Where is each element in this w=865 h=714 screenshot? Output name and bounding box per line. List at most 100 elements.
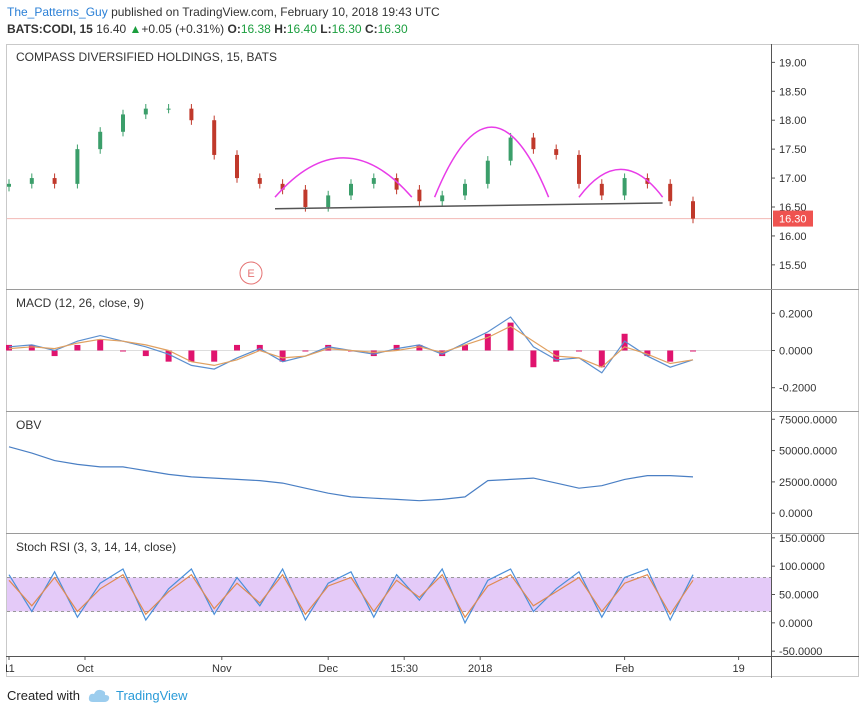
y-tick-label: 18.00 — [779, 115, 807, 127]
candle-body — [622, 178, 627, 196]
x-tick-label: 15:30 — [390, 663, 418, 675]
macd-hist-bar — [234, 344, 240, 351]
macd-hist-bar — [256, 344, 263, 351]
macd-hist-bar — [325, 344, 332, 351]
y-tick-label: 17.00 — [779, 173, 807, 185]
candle-body — [98, 131, 103, 150]
created-with-label: Created with — [7, 688, 80, 703]
pattern-arc — [274, 157, 413, 198]
candle-body — [166, 108, 171, 110]
open-value: 16.38 — [240, 22, 271, 36]
y-tick-label: 50.0000 — [779, 590, 819, 602]
low-value: 16.30 — [331, 22, 362, 36]
stoch-band — [7, 577, 771, 612]
panel-title: COMPASS DIVERSIFIED HOLDINGS, 15, BATS — [16, 50, 277, 64]
earnings-marker — [239, 261, 263, 285]
y-tick-label: 150.0000 — [779, 533, 825, 545]
y-tick-label: 100.0000 — [779, 561, 825, 573]
candle-body — [212, 120, 217, 155]
macd-hist-bar — [690, 350, 696, 352]
macd-hist-bar — [28, 344, 35, 351]
macd-hist-bar — [142, 350, 149, 357]
y-tick-label: 25000.0000 — [779, 477, 837, 489]
footer: Created with TradingView — [7, 688, 188, 703]
tradingview-cloud-icon[interactable] — [88, 689, 110, 703]
y-tick-label: 16.00 — [779, 231, 807, 243]
neckline — [274, 202, 663, 210]
candle-body — [280, 183, 285, 190]
price-change: +0.05 (+0.31%) — [141, 22, 225, 36]
close-label: C: — [364, 22, 378, 36]
candle-body — [394, 178, 399, 190]
panel-title: OBV — [16, 418, 41, 432]
high-label: H: — [274, 22, 287, 36]
last-price-tag-label: 16.30 — [779, 214, 807, 226]
earnings-marker-label: E — [247, 268, 254, 280]
x-tick-label: 2018 — [468, 663, 492, 675]
y-tick-label: 0.2000 — [779, 308, 813, 320]
macd-hist-bar — [165, 350, 172, 362]
stoch-d-line — [8, 573, 694, 619]
macd-hist-bar — [188, 350, 195, 362]
chart-svg[interactable]: 19.0018.5018.0017.5017.0016.5016.0015.50… — [3, 44, 859, 678]
candle-body — [463, 183, 467, 196]
macd-hist-bar — [6, 344, 12, 351]
x-tick-label: 19 — [732, 663, 744, 675]
y-tick-label: 15.50 — [779, 260, 807, 272]
candle-body — [349, 183, 353, 196]
panel-title: MACD (12, 26, close, 9) — [16, 296, 144, 310]
y-tick-label: -0.2000 — [779, 383, 816, 395]
macd-hist-bar — [279, 350, 286, 362]
macd-hist-bar — [302, 350, 309, 352]
candle-body — [668, 183, 673, 202]
y-tick-label: 0.0000 — [779, 346, 813, 358]
x-tick-label: Nov — [212, 663, 232, 675]
macd-hist-bar — [530, 350, 537, 368]
publish-line: The_Patterns_Guy published on TradingVie… — [7, 5, 440, 19]
y-tick-label: 0.0000 — [779, 508, 813, 520]
open-label: O: — [227, 22, 241, 36]
y-tick-label: 50000.0000 — [779, 446, 837, 458]
candle-body — [691, 201, 695, 219]
obv-line — [8, 446, 694, 502]
symbol-label: BATS:CODI, 15 — [7, 22, 93, 36]
macd-hist-bar — [507, 322, 514, 351]
high-value: 16.40 — [286, 22, 317, 36]
candle-body — [554, 149, 559, 155]
macd-hist-bar — [667, 350, 674, 362]
macd-hist-bar — [370, 350, 377, 357]
panel-title: Stoch RSI (3, 3, 14, 14, close) — [16, 540, 176, 554]
macd-hist-bar — [644, 350, 651, 357]
close-value: 16.30 — [377, 22, 408, 36]
macd-hist-bar — [51, 350, 58, 357]
x-tick-label: Dec — [318, 663, 338, 675]
macd-hist-bar — [462, 344, 468, 351]
y-tick-label: 0.0000 — [779, 618, 813, 630]
candle-body — [599, 183, 604, 196]
candle-body — [189, 108, 194, 121]
y-tick-label: 18.50 — [779, 86, 807, 98]
chart-area[interactable]: 19.00 18.50 18.00 17.50 17.00 16.50 16.00 15.50… — [3, 44, 859, 678]
candle-body — [7, 183, 11, 187]
candle-body — [52, 178, 57, 184]
macd-hist-bar — [74, 344, 81, 351]
low-label: L: — [320, 22, 332, 36]
candle-body — [75, 149, 80, 184]
publish-info: published on TradingView.com, February 1… — [111, 5, 440, 19]
tradingview-link[interactable]: TradingView — [115, 688, 188, 703]
x-tick-label: 11 — [6, 663, 15, 675]
last-price-tag — [773, 210, 813, 227]
macd-hist-bar — [416, 344, 423, 351]
macd-hist-bar — [211, 350, 218, 362]
stoch-k-line — [8, 567, 694, 625]
candle-body — [143, 108, 148, 115]
candle-body — [257, 178, 262, 184]
macd-hist-bar — [97, 339, 104, 351]
author-link[interactable]: The_Patterns_Guy — [7, 5, 108, 19]
macd-signal-line — [8, 325, 694, 368]
candle-body — [485, 160, 490, 184]
candle-body — [303, 189, 308, 207]
pattern-arc — [433, 126, 550, 198]
x-tick-label: Feb — [615, 663, 634, 675]
candle-body — [121, 114, 125, 132]
